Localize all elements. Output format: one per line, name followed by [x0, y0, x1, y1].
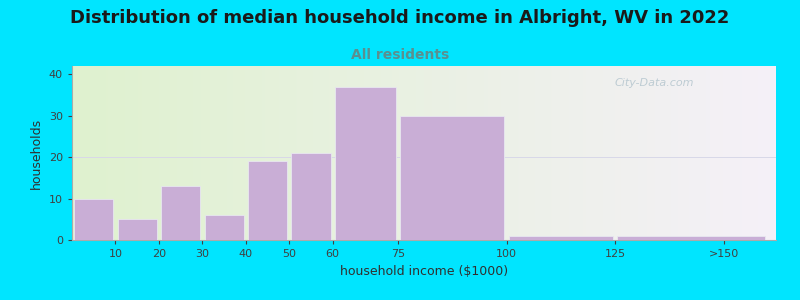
Bar: [291, 153, 330, 240]
Bar: [335, 87, 396, 240]
X-axis label: household income ($1000): household income ($1000): [340, 265, 508, 278]
Bar: [618, 236, 765, 240]
Text: City-Data.com: City-Data.com: [614, 78, 694, 88]
Bar: [74, 199, 114, 240]
Text: Distribution of median household income in Albright, WV in 2022: Distribution of median household income …: [70, 9, 730, 27]
Bar: [161, 186, 200, 240]
Y-axis label: households: households: [30, 117, 43, 189]
Bar: [509, 236, 613, 240]
Text: All residents: All residents: [351, 48, 449, 62]
Bar: [400, 116, 504, 240]
Bar: [118, 219, 157, 240]
Bar: [205, 215, 244, 240]
Bar: [248, 161, 287, 240]
